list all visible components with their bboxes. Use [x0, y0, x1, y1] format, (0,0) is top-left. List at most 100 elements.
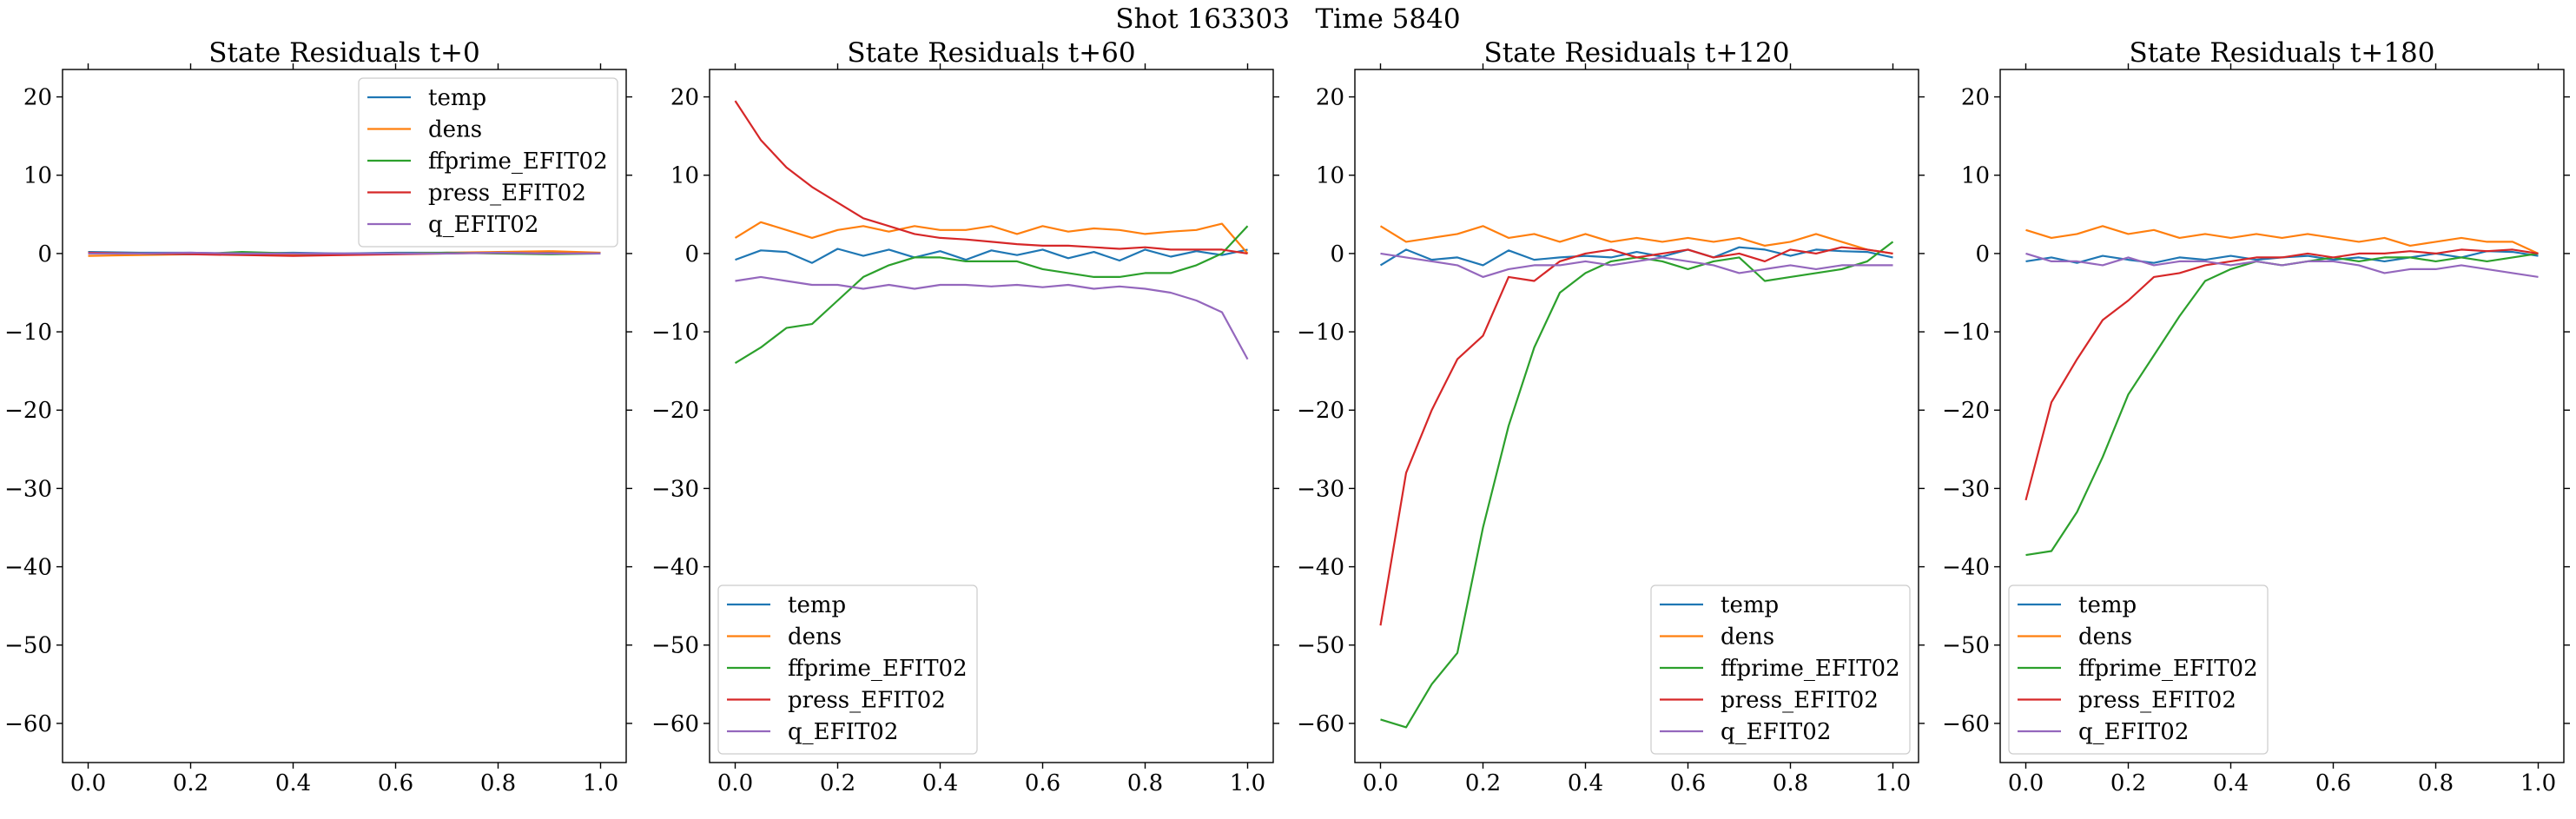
- y-tick-label: 20: [670, 85, 699, 111]
- x-tick-label: 0.8: [1773, 770, 1808, 796]
- x-tick-label: 0.2: [1465, 770, 1501, 796]
- legend-label: dens: [1721, 624, 1774, 651]
- legend-label: q_EFIT02: [428, 212, 538, 238]
- y-tick-label: −50: [4, 633, 52, 659]
- subplot-title: State Residuals t+180: [2130, 37, 2435, 69]
- y-tick-label: −30: [1942, 476, 1990, 502]
- legend-label: temp: [2078, 592, 2137, 618]
- legend-box: [358, 77, 618, 248]
- subplot-title: State Residuals t+60: [847, 37, 1135, 69]
- legend-label: temp: [1721, 592, 1779, 618]
- legend: temp dens ffprime_EFIT02 press_EFIT02 q_EFIT…: [2008, 585, 2269, 755]
- series-line-press_EFIT02: [2024, 248, 2539, 501]
- y-tick-label: 0: [1975, 241, 1990, 267]
- legend: temp dens ffprime_EFIT02 press_EFIT02 q_EFIT…: [1650, 585, 1911, 755]
- y-tick-label: −60: [651, 711, 699, 737]
- legend-box: [2008, 585, 2269, 755]
- y-tick-label: −60: [1942, 711, 1990, 737]
- y-tick-label: −30: [651, 476, 699, 502]
- y-tick-label: 20: [23, 85, 52, 111]
- y-tick-label: −20: [1297, 398, 1344, 424]
- legend-label: dens: [788, 624, 842, 651]
- y-tick-label: 10: [670, 163, 699, 189]
- y-tick-label: −10: [1297, 320, 1344, 346]
- legend-label: press_EFIT02: [1721, 688, 1879, 714]
- y-tick-label: 10: [23, 163, 52, 189]
- series-line-temp: [1379, 246, 1893, 267]
- legend-box: [717, 585, 978, 755]
- series-line-ffprime_EFIT02: [2025, 252, 2539, 557]
- y-tick-label: −30: [4, 476, 52, 502]
- x-tick-label: 0.2: [820, 770, 855, 796]
- axes-frame: [1354, 69, 1919, 763]
- series-line-temp: [735, 248, 1248, 264]
- subplot-title: State Residuals t+0: [208, 37, 479, 69]
- legend-label: dens: [2078, 624, 2132, 651]
- series-lines: [88, 250, 601, 257]
- x-tick-label: 1.0: [583, 770, 618, 796]
- y-tick-label: −20: [651, 398, 699, 424]
- x-tick-label: 1.0: [1875, 770, 1911, 796]
- x-tick-label: 0.2: [173, 770, 208, 796]
- x-tick-label: 0.2: [2110, 770, 2146, 796]
- y-tick-label: 20: [1961, 85, 1990, 111]
- x-tick-label: 0.0: [717, 770, 753, 796]
- subplot-3: State Residuals t+120 0.0 0.2 0.4 0.6 0.8 1.0 2…: [1297, 37, 1925, 796]
- y-tick-label: 0: [37, 241, 52, 267]
- x-tick-label: 0.0: [70, 770, 106, 796]
- y-tick-label: −40: [1297, 555, 1344, 581]
- series-line-dens: [734, 221, 1249, 254]
- series-lines: [2024, 225, 2539, 557]
- series-line-press_EFIT02: [1379, 246, 1893, 626]
- y-tick-label: −30: [1297, 476, 1344, 502]
- subplot-2: State Residuals t+60 0.0 0.2 0.4 0.6 0.8 1.0 20…: [651, 37, 1279, 796]
- series-line-q_EFIT02: [88, 251, 601, 254]
- y-tick-label: −10: [651, 320, 699, 346]
- y-tick-label: −60: [4, 711, 52, 737]
- series-line-dens: [2025, 225, 2539, 254]
- legend-label: press_EFIT02: [428, 181, 586, 207]
- x-tick-label: 0.8: [480, 770, 516, 796]
- legend-label: ffprime_EFIT02: [2078, 656, 2258, 682]
- y-tick-label: 20: [1316, 85, 1344, 111]
- axes-frame: [62, 69, 627, 763]
- series-line-q_EFIT02: [1380, 252, 1893, 278]
- x-tick-label: 0.0: [2008, 770, 2044, 796]
- subplot-1: State Residuals t+0 0.0 0.2 0.4 0.6 0.8 1.0 20 1…: [4, 37, 632, 796]
- legend-label: temp: [788, 592, 846, 618]
- legend-label: q_EFIT02: [2078, 719, 2189, 745]
- legend-label: press_EFIT02: [788, 688, 946, 714]
- x-tick-label: 0.8: [2418, 770, 2454, 796]
- y-tick-label: −60: [1297, 711, 1344, 737]
- x-tick-label: 0.4: [275, 770, 311, 796]
- y-tick-label: 10: [1961, 163, 1990, 189]
- axes-frame: [709, 69, 1274, 763]
- legend-label: press_EFIT02: [2078, 688, 2236, 714]
- y-tick-label: −40: [651, 555, 699, 581]
- y-tick-label: −20: [4, 398, 52, 424]
- y-tick-label: −20: [1942, 398, 1990, 424]
- y-tick-label: −40: [4, 555, 52, 581]
- y-tick-label: −50: [651, 633, 699, 659]
- x-tick-label: 0.6: [2315, 770, 2351, 796]
- series-line-q_EFIT02: [2025, 252, 2539, 278]
- x-tick-label: 0.6: [378, 770, 413, 796]
- legend-label: q_EFIT02: [1721, 719, 1831, 745]
- y-tick-label: 10: [1316, 163, 1344, 189]
- y-tick-label: −10: [1942, 320, 1990, 346]
- legend-label: ffprime_EFIT02: [428, 149, 608, 175]
- x-tick-label: 0.4: [2213, 770, 2249, 796]
- x-tick-label: 1.0: [1230, 770, 1265, 796]
- series-lines: [1379, 225, 1894, 729]
- legend-label: temp: [428, 85, 486, 111]
- series-line-q_EFIT02: [735, 275, 1249, 360]
- x-tick-label: 1.0: [2520, 770, 2556, 796]
- y-tick-label: −50: [1297, 633, 1344, 659]
- legend-box: [1650, 585, 1911, 755]
- legend-label: ffprime_EFIT02: [1721, 656, 1900, 682]
- y-tick-label: 0: [684, 241, 699, 267]
- series-line-press_EFIT02: [734, 100, 1248, 254]
- y-tick-label: −10: [4, 320, 52, 346]
- subplot-title: State Residuals t+120: [1484, 37, 1790, 69]
